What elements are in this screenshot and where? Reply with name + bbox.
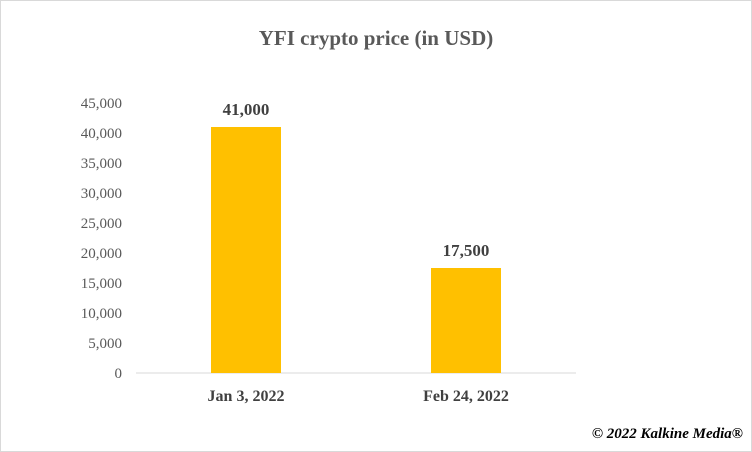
y-tick-label: 20,000	[81, 246, 122, 262]
y-tick-label: 30,000	[81, 186, 122, 202]
y-tick-label: 35,000	[81, 156, 122, 172]
y-tick-label: 5,000	[88, 336, 122, 352]
y-tick-label: 40,000	[81, 126, 122, 142]
y-tick-label: 45,000	[81, 96, 122, 112]
bar	[211, 127, 281, 373]
y-axis: 0 5,000 10,000 15,000 20,000 25,000 30,000 35,0…	[81, 96, 122, 382]
y-tick-label: 0	[115, 366, 123, 382]
x-axis-labels: Jan 3, 2022 Feb 24, 2022	[208, 388, 509, 405]
chart-title: YFI crypto price (in USD)	[259, 26, 493, 50]
y-tick-label: 10,000	[81, 306, 122, 322]
data-label: 41,000	[223, 100, 270, 119]
y-tick-label: 25,000	[81, 216, 122, 232]
bar	[431, 268, 501, 373]
x-tick-label: Feb 24, 2022	[423, 388, 509, 405]
copyright-credit: © 2022 Kalkine Media®	[591, 426, 743, 442]
x-tick-label: Jan 3, 2022	[208, 388, 285, 405]
y-tick-label: 15,000	[81, 276, 122, 292]
bars: 41,000 17,500	[211, 100, 501, 373]
data-label: 17,500	[443, 241, 490, 260]
